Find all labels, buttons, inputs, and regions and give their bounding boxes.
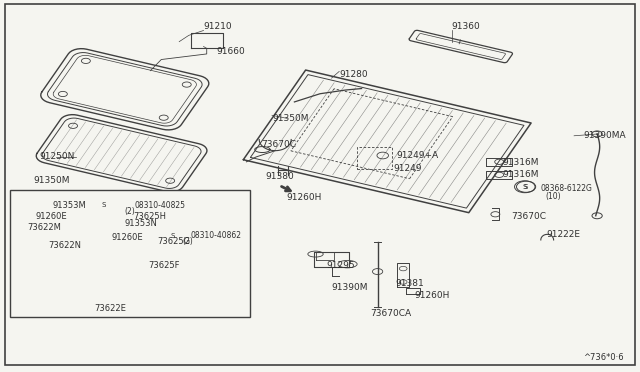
Text: 73622M: 73622M xyxy=(27,223,61,232)
Text: 08310-40825: 08310-40825 xyxy=(134,201,186,210)
Text: 91660: 91660 xyxy=(216,47,245,56)
Text: S: S xyxy=(102,202,106,208)
Text: 91280: 91280 xyxy=(339,70,368,79)
Text: 91295: 91295 xyxy=(326,262,355,270)
Text: 91390MA: 91390MA xyxy=(584,131,627,140)
Text: 91381: 91381 xyxy=(396,279,424,288)
Text: 73622E: 73622E xyxy=(95,304,127,313)
Text: 08368-6122G: 08368-6122G xyxy=(541,185,593,193)
Text: 91316M: 91316M xyxy=(502,158,539,167)
Text: 73670C: 73670C xyxy=(511,212,546,221)
Text: 73625F: 73625F xyxy=(148,262,180,270)
FancyBboxPatch shape xyxy=(10,190,250,317)
Text: 91249: 91249 xyxy=(394,164,422,173)
Text: S: S xyxy=(171,233,175,239)
Text: 08310-40862: 08310-40862 xyxy=(191,231,242,240)
Text: 73670CA: 73670CA xyxy=(370,309,411,318)
Text: 91350M: 91350M xyxy=(33,176,70,185)
Text: 91260H: 91260H xyxy=(415,291,450,300)
Text: 91353M: 91353M xyxy=(52,201,86,210)
Text: 91316M: 91316M xyxy=(502,170,539,179)
Text: 73670C: 73670C xyxy=(261,140,296,149)
Text: 73622N: 73622N xyxy=(48,241,81,250)
Text: 91210: 91210 xyxy=(204,22,232,31)
Text: S: S xyxy=(524,184,528,190)
Text: 91360: 91360 xyxy=(452,22,481,31)
Text: 91222E: 91222E xyxy=(546,230,580,239)
Text: 73625H: 73625H xyxy=(133,212,166,221)
Text: 91260H: 91260H xyxy=(287,193,322,202)
Text: (2): (2) xyxy=(182,237,193,246)
Text: 91390M: 91390M xyxy=(332,283,368,292)
Text: ^736*0·6: ^736*0·6 xyxy=(584,353,624,362)
Text: 91260E: 91260E xyxy=(112,233,143,242)
Text: 73625G: 73625G xyxy=(157,237,190,246)
Text: S: S xyxy=(523,184,527,190)
Text: 91380: 91380 xyxy=(266,172,294,181)
Text: (2): (2) xyxy=(125,207,136,216)
Text: (10): (10) xyxy=(545,192,561,201)
Text: 91250N: 91250N xyxy=(40,152,75,161)
Text: 91260E: 91260E xyxy=(35,212,67,221)
Text: 91249+A: 91249+A xyxy=(397,151,439,160)
Text: 91353N: 91353N xyxy=(125,219,157,228)
Text: 91350M: 91350M xyxy=(272,114,308,123)
